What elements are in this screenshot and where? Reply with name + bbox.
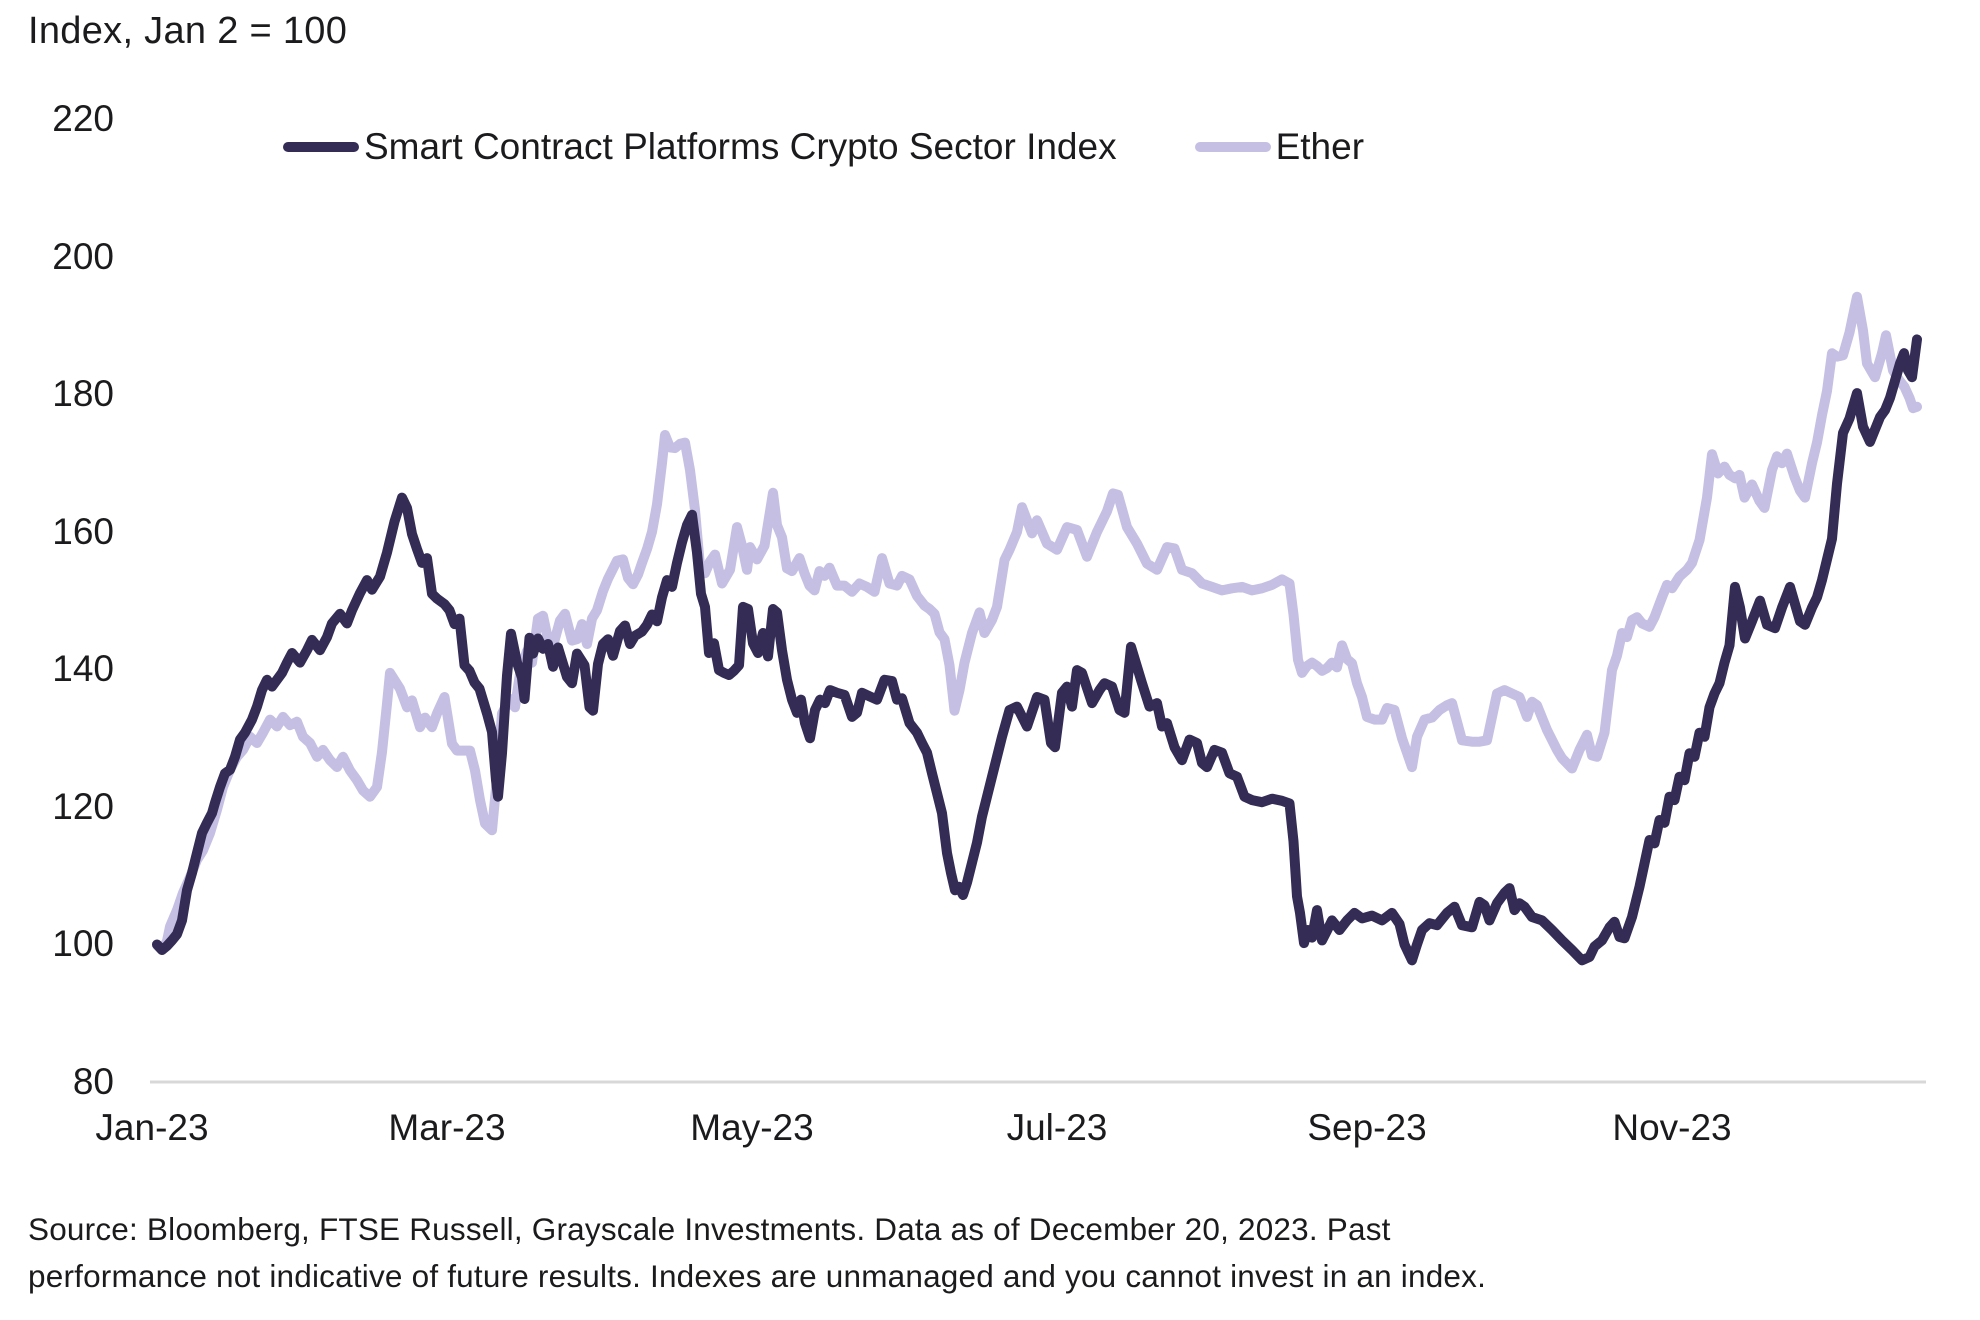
chart-legend: Smart Contract Platforms Crypto Sector I… (283, 126, 1364, 168)
y-tick-140: 140 (52, 648, 114, 690)
x-tick-sep-23: Sep-23 (1307, 1107, 1427, 1148)
x-tick-may-23: May-23 (690, 1107, 814, 1148)
chart-title: Index, Jan 2 = 100 (28, 10, 348, 52)
source-line-1: Source: Bloomberg, FTSE Russell, Graysca… (28, 1211, 1391, 1247)
legend-label-index: Smart Contract Platforms Crypto Sector I… (364, 126, 1117, 167)
x-tick-mar-23: Mar-23 (388, 1107, 506, 1148)
legend-item-index: Smart Contract Platforms Crypto Sector I… (283, 126, 1117, 168)
legend-item-ether: Ether (1194, 126, 1365, 168)
x-tick-jul-23: Jul-23 (1006, 1107, 1108, 1148)
x-tick-jan-23: Jan-23 (95, 1107, 209, 1148)
y-tick-200: 200 (52, 235, 114, 277)
x-tick-nov-23: Nov-23 (1612, 1107, 1732, 1148)
y-tick-220: 220 (52, 98, 114, 140)
y-tick-100: 100 (52, 923, 114, 965)
y-tick-120: 120 (52, 785, 114, 827)
y-tick-160: 160 (52, 510, 114, 552)
legend-label-ether: Ether (1275, 126, 1365, 167)
legend-swatch-ether (1194, 142, 1271, 152)
legend-swatch-index (283, 142, 359, 152)
series-line-ether (152, 291, 1922, 955)
series-line-smart-contract-platforms-crypto-sector-index (152, 334, 1922, 966)
y-tick-180: 180 (52, 373, 114, 415)
source-note: Source: Bloomberg, FTSE Russell, Graysca… (28, 1206, 1486, 1300)
source-line-2: performance not indicative of future res… (28, 1258, 1487, 1294)
y-tick-80: 80 (72, 1061, 114, 1102)
